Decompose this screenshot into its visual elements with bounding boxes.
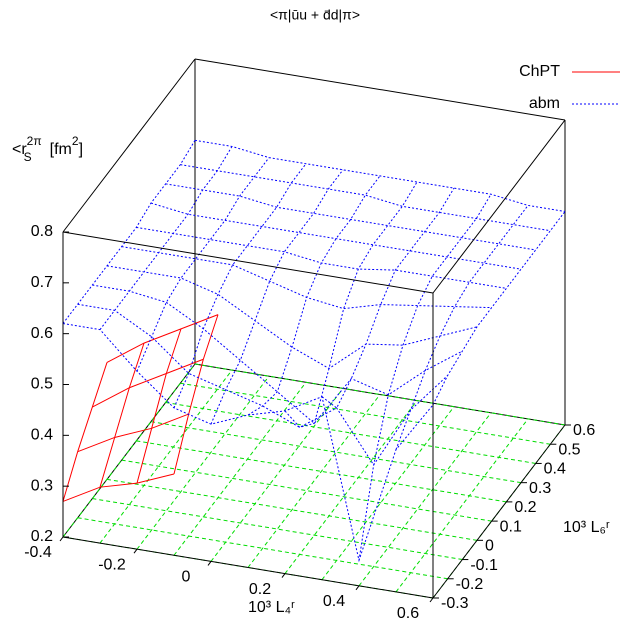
- y-tick-label: 0.3: [529, 480, 551, 497]
- z-tick-label: 0.4: [31, 427, 53, 444]
- base-grid-line: [62, 363, 196, 538]
- surface-column: [62, 362, 108, 502]
- surface-column: [99, 342, 145, 488]
- z-tick-label: 0.6: [31, 325, 53, 342]
- x-tick-label: 0.2: [249, 581, 271, 598]
- z-axis-label: <r2π S [fm2]: [12, 134, 83, 164]
- z-label-part: <r: [12, 141, 27, 158]
- legend-label: ChPT: [519, 63, 560, 80]
- base-grid-line: [247, 394, 381, 568]
- box-edge: [62, 536, 434, 599]
- box-edge: [62, 231, 434, 294]
- surface-row: [62, 323, 434, 563]
- x-tick: [281, 573, 286, 578]
- z-label-part: ]: [79, 141, 83, 158]
- z-tick-label: 0.5: [31, 376, 53, 393]
- base-grid-line: [210, 388, 344, 562]
- x-tick: [207, 561, 212, 566]
- surface-row: [180, 164, 551, 232]
- box-edge: [432, 119, 566, 294]
- surface-row: [165, 183, 536, 251]
- y-tick-label: -0.1: [470, 557, 498, 574]
- chart-title: <π|ūu + d̄d|π>: [270, 7, 360, 23]
- base-grid-line: [284, 400, 418, 574]
- x-tick: [59, 536, 64, 542]
- y-tick-label: 0.6: [573, 422, 595, 439]
- x-tick-label: 0.6: [397, 605, 419, 622]
- surface-column: [136, 157, 270, 372]
- z-tick-label: 0.2: [31, 528, 53, 545]
- base-grid-line: [395, 418, 529, 593]
- y-axis-label: 10³ L₆ʳ: [563, 519, 610, 536]
- surface-column: [247, 175, 381, 416]
- surface-column: [173, 314, 219, 475]
- y-tick-label: 0.4: [544, 461, 566, 478]
- surface-row: [92, 358, 204, 408]
- x-tick-label: 0: [182, 569, 191, 586]
- surface-column: [321, 187, 455, 409]
- surface-column: [173, 163, 307, 409]
- y-tick-label: -0.2: [456, 576, 484, 593]
- x-tick: [133, 548, 138, 554]
- z-label-part: π: [33, 134, 41, 148]
- z-label-part: [fm: [50, 141, 72, 158]
- legend-label: abm: [529, 95, 560, 112]
- z-tick-label: 0.8: [31, 223, 53, 240]
- surface-column: [358, 193, 492, 561]
- y-tick-label: 0.2: [514, 499, 536, 516]
- surface-row: [77, 413, 189, 453]
- surface-row: [92, 284, 463, 425]
- box-edge: [62, 58, 196, 233]
- surface-row: [62, 473, 175, 502]
- surface-column: [99, 146, 233, 330]
- z-tick-label: 0.3: [31, 477, 53, 494]
- base-grid-line: [173, 381, 307, 556]
- surface-row: [106, 265, 478, 370]
- z-label-part: 2: [72, 134, 79, 148]
- z-label-part: 2: [27, 134, 34, 148]
- base-grid-line: [99, 369, 233, 544]
- x-tick-label: 0.4: [323, 593, 345, 610]
- surface-row: [194, 139, 566, 212]
- base-grid-line: [358, 412, 492, 587]
- x-tick: [355, 585, 360, 591]
- base-grid-line: [321, 406, 455, 581]
- x-tick-label: -0.2: [98, 556, 126, 573]
- y-tick-label: -0.3: [441, 595, 469, 612]
- x-tick: [429, 597, 434, 603]
- surface-column: [284, 181, 418, 428]
- surface-column: [210, 169, 344, 425]
- surface-column: [136, 328, 182, 484]
- y-tick-label: 0: [485, 538, 494, 555]
- surface-row: [121, 246, 492, 310]
- surface-row: [77, 303, 449, 466]
- x-tick-label: -0.4: [24, 544, 52, 561]
- surface-row: [150, 202, 522, 270]
- x-axis-label: 10³ L₄ʳ: [248, 599, 295, 616]
- surface-row: [106, 314, 219, 363]
- y-tick-label: 0.1: [500, 518, 522, 535]
- box-edge: [194, 58, 566, 121]
- surface-column: [432, 211, 566, 406]
- base-grid-line: [136, 375, 270, 550]
- surface-column: [395, 205, 529, 450]
- z-tick-label: 0.7: [31, 274, 53, 291]
- box-edge: [432, 424, 566, 599]
- y-tick-label: 0.5: [558, 441, 580, 458]
- surface-column: [62, 140, 196, 324]
- z-label-part: S: [24, 150, 32, 164]
